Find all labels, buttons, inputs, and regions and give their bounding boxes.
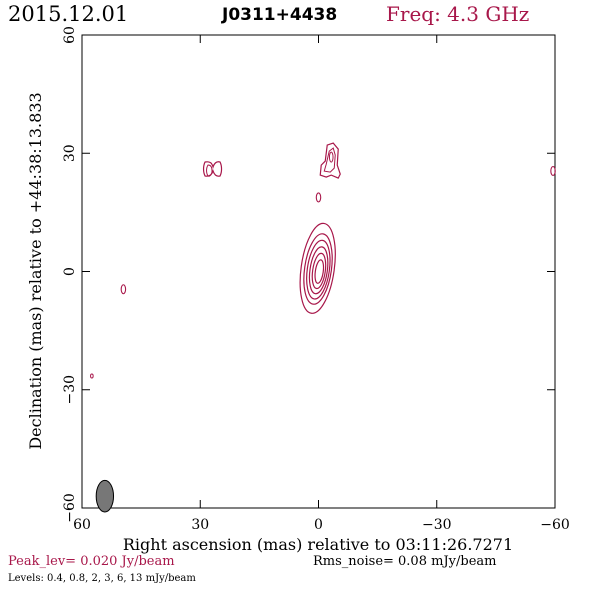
- component-contour: [206, 164, 213, 177]
- peak-level: Peak_lev= 0.020 Jy/beam: [8, 554, 175, 569]
- component-contour: [90, 373, 94, 379]
- source-name: J0311+4438: [222, 5, 338, 25]
- component-contour: [202, 161, 223, 177]
- x-tick-label: −30: [422, 517, 452, 533]
- plot-frame: [81, 34, 556, 509]
- contour-levels: Levels: 0.4, 0.8, 2, 3, 6, 13 mJy/beam: [8, 573, 196, 584]
- x-axis-label: Right ascension (mas) relative to 03:11:…: [123, 535, 513, 554]
- beam-shape: [95, 479, 115, 513]
- contour-lines: [90, 142, 556, 379]
- y-tick-labels: 60 30 0 −30 −60: [62, 26, 78, 523]
- y-tick-label: −60: [62, 493, 78, 523]
- x-tick-label: 60: [73, 517, 91, 533]
- core-contour: [308, 246, 329, 295]
- core-contour: [311, 252, 327, 290]
- component-contour: [323, 147, 336, 173]
- component-contour: [120, 284, 127, 295]
- epoch-date: 2015.12.01: [8, 2, 129, 26]
- y-axis-label: Declination (mas) relative to +44:38:13.…: [26, 92, 45, 449]
- beam-ellipse: [95, 479, 115, 513]
- y-tick-label: 0: [62, 267, 78, 276]
- rms-noise: Rms_noise= 0.08 mJy/beam: [313, 554, 497, 569]
- component-contour: [319, 142, 341, 179]
- core-contour: [306, 239, 331, 300]
- core-contour: [303, 233, 333, 305]
- component-contour: [550, 165, 556, 177]
- y-tick-label: −30: [62, 375, 78, 405]
- axis-ticks: [81, 34, 556, 509]
- y-tick-label: 60: [62, 26, 78, 44]
- x-tick-label: −60: [540, 517, 570, 533]
- x-tick-labels: 60 30 0 −30 −60: [73, 517, 570, 533]
- x-tick-label: 0: [314, 517, 323, 533]
- y-tick-label: 30: [62, 144, 78, 162]
- x-tick-label: 30: [191, 517, 209, 533]
- core-contour: [299, 222, 336, 314]
- component-contour: [315, 192, 322, 203]
- component-contour: [328, 151, 334, 163]
- core-contour: [314, 259, 325, 284]
- frequency-label: Freq: 4.3 GHz: [386, 2, 530, 26]
